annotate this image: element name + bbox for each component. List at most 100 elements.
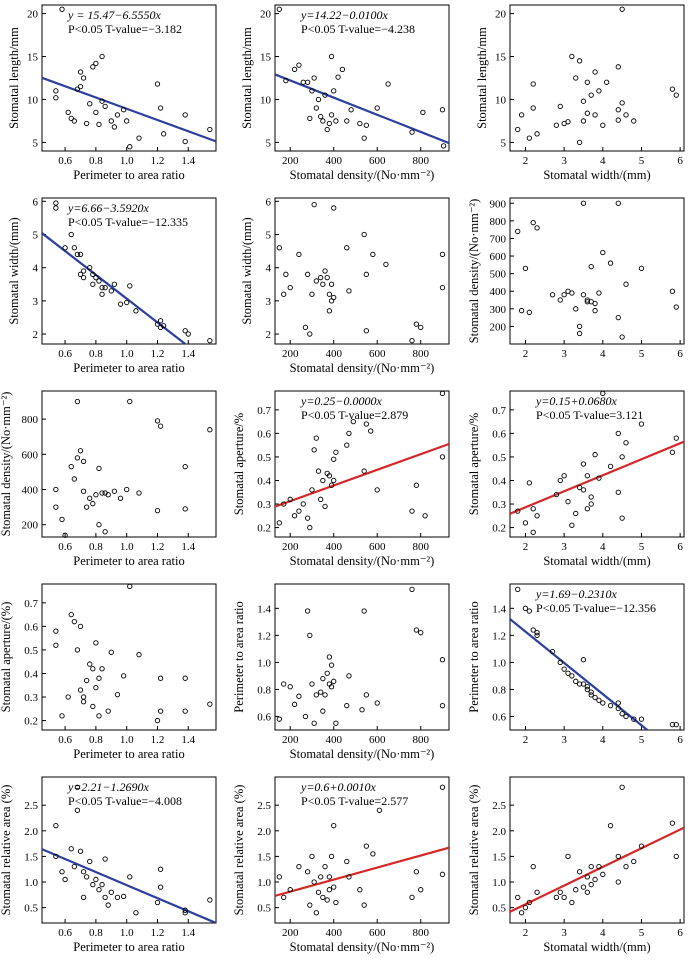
panel-2-data-point xyxy=(296,62,302,68)
panel-8-data-point xyxy=(368,428,374,434)
panel-3-data-point xyxy=(518,112,525,118)
panel-4-data-point xyxy=(90,271,96,277)
panel-11-y-tick-label: 1.2 xyxy=(257,630,271,642)
panel-1-data-point xyxy=(99,98,105,104)
panel-14-data-point xyxy=(322,863,328,870)
panel-9-y-tick-label: 0.2 xyxy=(492,523,506,535)
panel-1-x-axis-label: Perimeter to area ratio xyxy=(73,168,184,182)
panel-1-y-tick-label: 15 xyxy=(27,52,39,64)
panel-1-data-point xyxy=(127,144,133,150)
panel-4-data-point xyxy=(207,338,213,344)
panel-3-plot-frame xyxy=(509,4,685,152)
panel-14-data-point xyxy=(413,869,420,875)
panel-12-data-point xyxy=(615,705,621,712)
panel-15-data-point xyxy=(623,863,629,870)
panel-1-data-point xyxy=(120,107,127,113)
panel-5-data-point xyxy=(439,284,446,291)
panel-12-plot-frame xyxy=(509,583,685,731)
panel-11-data-point xyxy=(328,684,335,690)
panel-14-regression-line xyxy=(275,846,449,897)
panel-13-data-point xyxy=(62,876,68,883)
panel-9-y-axis-label: Stomatal aperture/% xyxy=(467,413,481,515)
panel-2-x-tick-label: 200 xyxy=(282,155,299,167)
panel-1-x-tick-label: 1.4 xyxy=(181,155,195,167)
panel-11-y-axis-label: Perimeter to area ratio xyxy=(232,601,246,712)
panel-6-x-tick-label: 3 xyxy=(561,348,567,360)
panel-7-y-tick-label: 400 xyxy=(22,485,39,497)
panel-3-data-point xyxy=(573,75,579,81)
panel-10-data-point xyxy=(99,666,105,672)
panel-2-regression-equation: y=14.22−0.0100x xyxy=(300,8,389,22)
panel-15-x-tick-label: 4 xyxy=(600,927,606,939)
panel-8-data-point xyxy=(344,442,350,448)
panel-6-data-point xyxy=(600,249,606,256)
panel-10-data-point xyxy=(53,628,59,634)
panel-10-data-point xyxy=(96,713,102,719)
panel-3-x-tick-label: 4 xyxy=(600,155,606,167)
panel-11-x-axis-label: Stomatal density/(No·mm⁻²) xyxy=(290,747,435,761)
panel-5-x-tick-label: 600 xyxy=(369,348,386,360)
panel-10-x-tick-label: 1.2 xyxy=(151,734,165,746)
panel-14-plot-frame xyxy=(274,776,450,924)
panel-4-data-point xyxy=(62,245,68,251)
panel-8-data-point xyxy=(311,447,317,453)
panel-14-y-tick-label: 0.5 xyxy=(257,903,271,915)
panel-4-data-point xyxy=(127,283,133,289)
panel-13-data-point xyxy=(71,863,77,870)
panel-2-data-point xyxy=(348,107,354,113)
panel-14-data-point xyxy=(324,897,330,903)
panel-12-x-tick-label: 3 xyxy=(561,734,567,746)
panel-3-data-point xyxy=(596,88,602,94)
panel-2-regression-stats: P<0.05 T-value=−4.238 xyxy=(301,22,415,36)
panel-2-data-point xyxy=(333,118,339,124)
panel-6-data-point xyxy=(557,297,563,303)
panel-3-data-point xyxy=(580,118,587,124)
panel-8-data-point xyxy=(320,477,326,484)
panel-7-data-point xyxy=(182,463,188,470)
panel-7-data-point xyxy=(53,504,59,510)
panel-14-x-tick-label: 600 xyxy=(369,927,386,939)
panel-4-regression-equation: y=6.66−3.5920x xyxy=(67,201,150,215)
panel-5-data-point xyxy=(363,328,369,334)
panel-9-data-point xyxy=(522,520,529,526)
panel-8-data-point xyxy=(346,430,352,437)
panel-9-data-point xyxy=(615,430,621,437)
panel-3-x-tick-label: 6 xyxy=(677,155,683,167)
panel-3-data-point xyxy=(604,79,610,85)
panel-1-data-point xyxy=(68,115,74,122)
panel-2-data-point xyxy=(374,105,380,111)
panel-15-data-point xyxy=(584,874,590,880)
panel-15-data-point xyxy=(522,904,529,911)
panel-15-data-point xyxy=(631,858,637,865)
panel-7-data-point xyxy=(90,500,96,507)
panel-8-data-point xyxy=(309,487,315,493)
panel-11-data-point xyxy=(287,684,293,690)
panel-14-x-axis-label: Stomatal density/(No·mm⁻²) xyxy=(290,940,435,954)
panel-10-y-tick-label: 0.6 xyxy=(24,621,38,633)
panel-10-data-point xyxy=(90,703,96,710)
panel-5-data-point xyxy=(304,271,311,277)
panel-10-data-point xyxy=(59,713,65,719)
panel-2-y-tick-label: 15 xyxy=(260,52,272,64)
panel-4-data-point xyxy=(99,291,105,297)
panel-13-data-point xyxy=(68,846,74,852)
panel-5-data-point xyxy=(311,201,317,208)
panel-6-data-point xyxy=(573,306,579,312)
panel-14-data-point xyxy=(296,863,302,870)
panel-11-y-tick-label: 1.0 xyxy=(257,657,271,669)
panel-15-data-point xyxy=(669,820,676,826)
panel-14-data-point xyxy=(309,853,315,860)
panel-12-data-point xyxy=(623,713,629,720)
panel-6-plot-frame xyxy=(509,197,685,345)
panel-15-data-point xyxy=(592,876,598,883)
panel-1-x-tick-label: 1.0 xyxy=(120,155,134,167)
panel-8-data-point xyxy=(422,513,428,519)
panel-2-data-point xyxy=(322,92,328,98)
panel-6-data-point xyxy=(638,265,645,272)
panel-8-data-point xyxy=(350,418,356,425)
panel-10-data-point xyxy=(120,673,127,679)
panel-6-data-point xyxy=(549,292,556,298)
panel-3-x-axis-label: Stomatal width/(mm) xyxy=(543,168,650,182)
panel-1-x-tick-label: 0.6 xyxy=(58,155,72,167)
panel-5-data-point xyxy=(409,338,415,344)
